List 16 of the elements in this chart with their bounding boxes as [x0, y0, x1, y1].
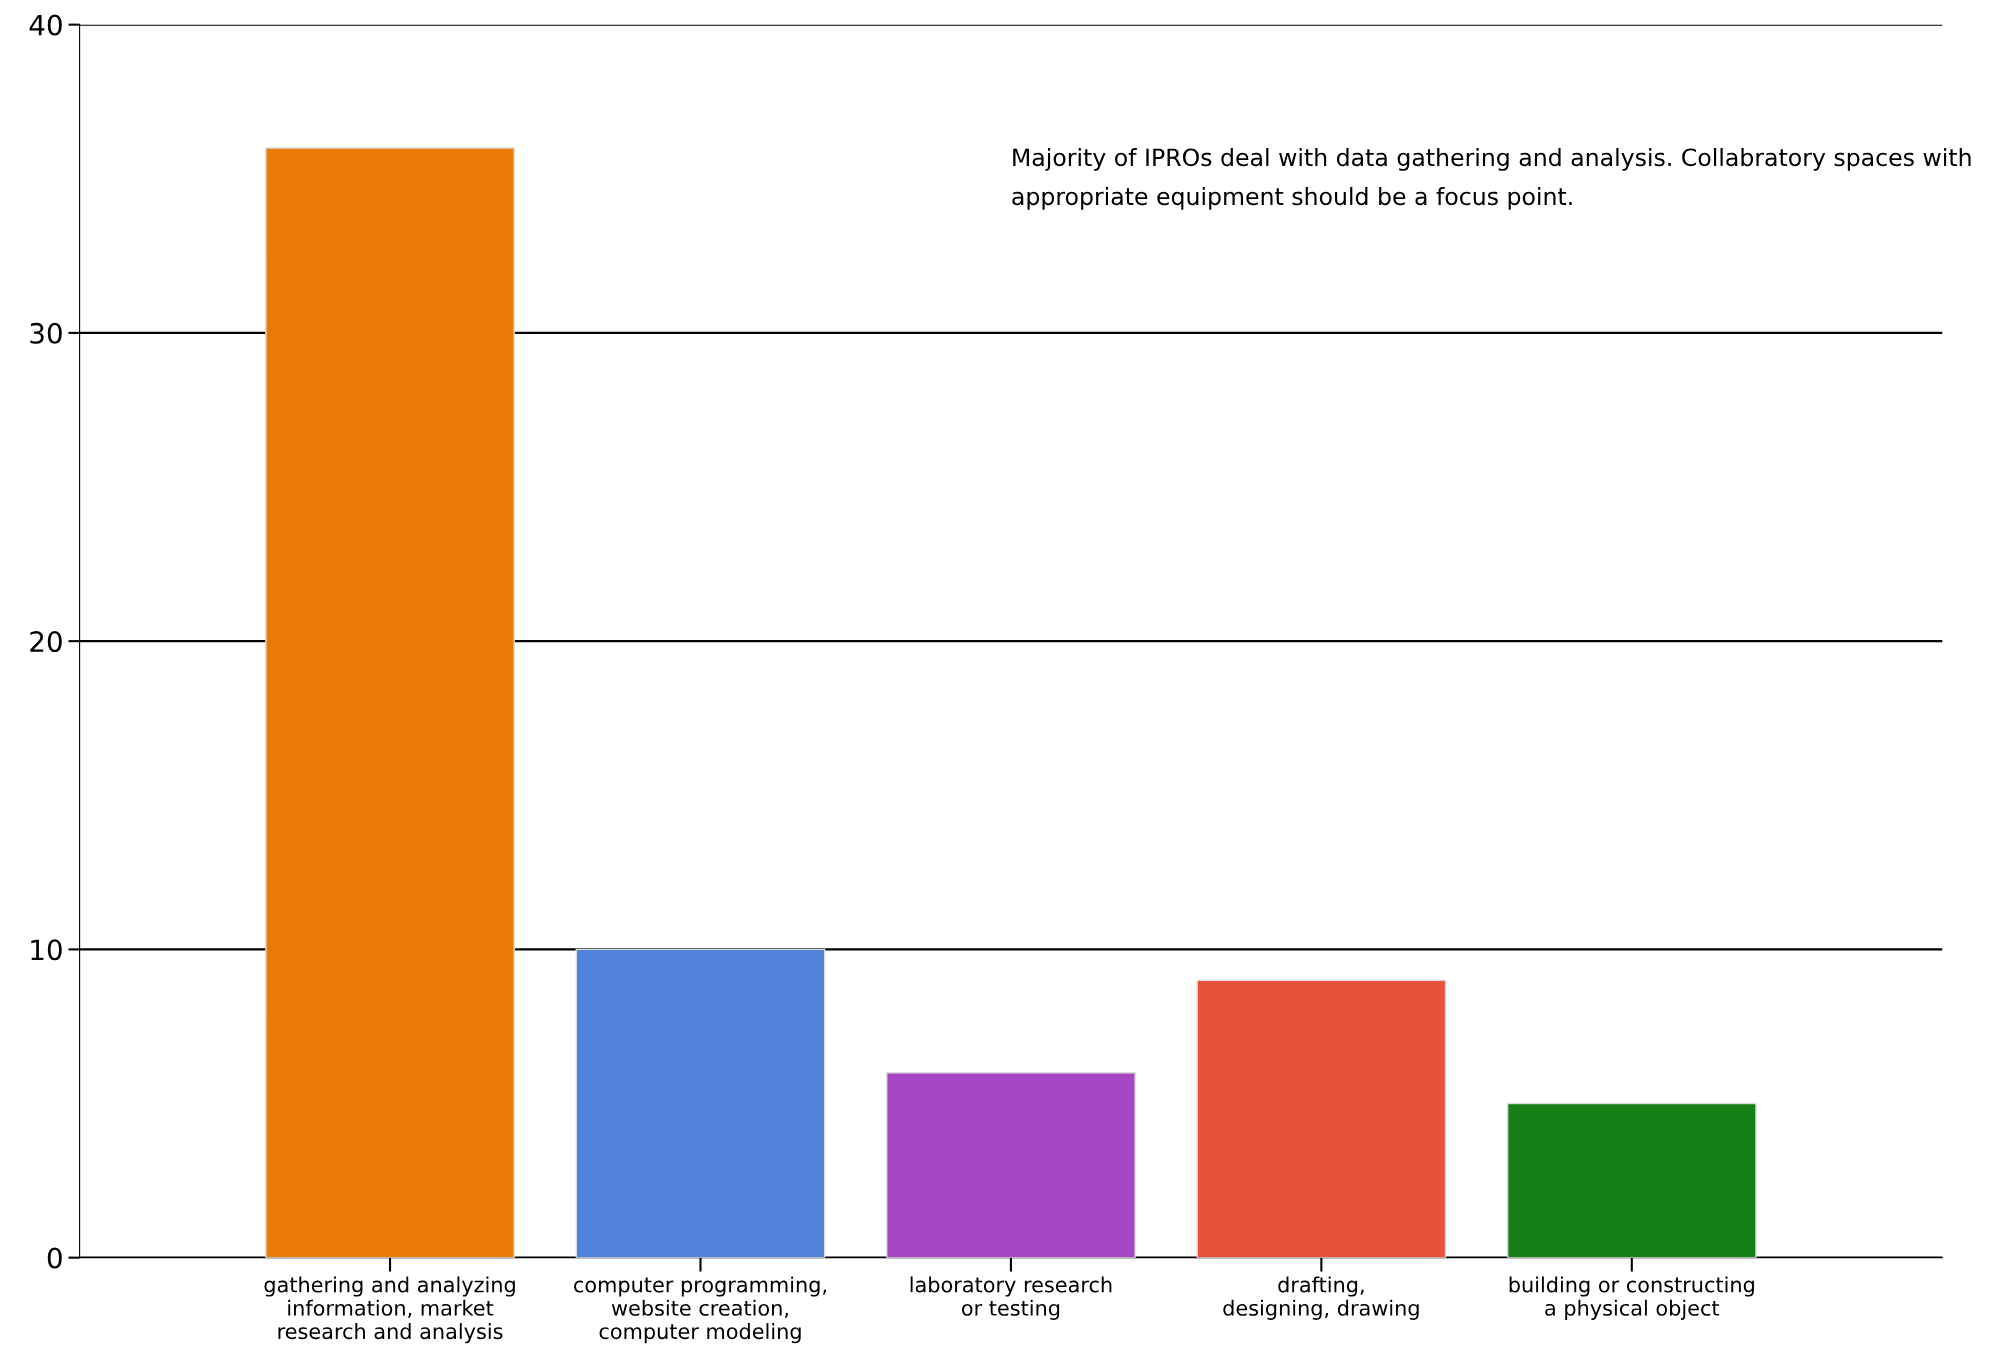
x-tick-label: building or constructing a physical object	[1509, 1276, 1754, 1320]
annotation: Majority of IPROs deal with data gathering and analysis. Collabratory spaces with appropriate equipment should be a focus point.	[1012, 147, 1971, 210]
y-tick-label: 30	[30, 322, 62, 344]
y-tick-label: 40	[29, 14, 62, 36]
bar	[1196, 979, 1447, 1258]
bar	[575, 948, 826, 1258]
bar	[265, 147, 515, 1258]
x-tick-label: gathering and analyzing information, market research and analysis	[264, 1276, 515, 1344]
y-tick-label: 0	[47, 1247, 62, 1269]
y-tick-label: 10	[31, 939, 62, 961]
x-tick-label: drafting, designing, drawing	[1223, 1276, 1419, 1320]
x-tick-label: computer programming, website creation, computer modeling	[574, 1276, 827, 1344]
bar	[1506, 1102, 1757, 1258]
y-tick-label: 20	[30, 631, 62, 653]
bar	[886, 1072, 1136, 1258]
x-tick-label: laboratory research or testing	[910, 1276, 1112, 1320]
